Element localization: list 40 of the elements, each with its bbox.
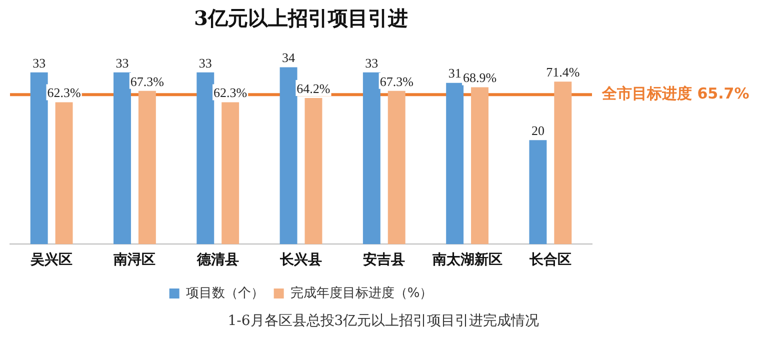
data-label: 31 [448,66,462,81]
data-label: 67.3% [380,74,414,89]
data-label: 68.9% [462,70,497,86]
ref-line-label: 全市目标进度 65.7% [601,84,750,102]
bar [138,90,156,244]
x-tick-label: 南太湖新区 [431,251,502,268]
bar [362,72,380,244]
bar [471,87,488,244]
x-tick-label: 吴兴区 [30,251,73,268]
bar [388,90,406,244]
text: 1-6月各区县总投3亿元以上招引项目引进完成情况 [226,312,540,330]
x-tick-label: 南浔区 [112,252,156,268]
data-label: 20 [531,123,544,138]
chart-title: 3亿元以上招引项目引进 [194,6,408,30]
bar [554,82,572,244]
data-label: 64.2% [296,80,330,96]
bar [222,102,240,244]
bar [114,72,131,244]
bar [196,72,214,244]
data-label: 33 [116,55,129,70]
legend-label: 完成年度目标进度（%） [290,284,433,301]
x-tick-label: 长合区 [528,252,572,268]
data-label: 33 [198,55,212,70]
bar [529,140,547,244]
data-label: 33 [32,55,46,70]
data-label: 33 [365,55,378,70]
x-tick-label: 德清县 [196,252,239,268]
data-label: 67.3% [130,74,164,89]
bar [446,82,464,244]
bar [55,102,73,244]
x-tick-label: 安吉县 [363,251,406,268]
bar [304,98,322,244]
data-label: 71.4% [546,64,580,80]
x-tick-label: 长兴县 [279,251,322,268]
legend-label: 项目数（个） [186,286,264,301]
data-label: 34 [282,50,296,66]
bar [280,67,298,244]
bar [30,72,48,244]
data-label: 62.3% [47,85,81,100]
data-label: 62.3% [214,85,248,100]
